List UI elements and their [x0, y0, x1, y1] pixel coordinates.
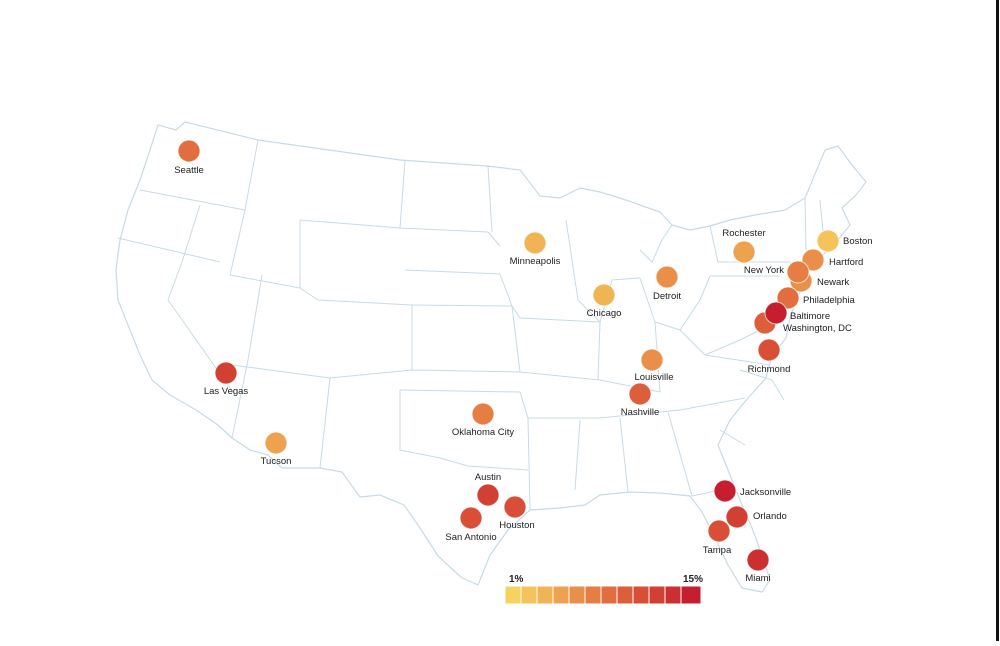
- city-marker[interactable]: Richmond: [748, 338, 791, 375]
- city-label: Detroit: [653, 291, 681, 302]
- legend-swatch: [520, 585, 538, 605]
- city-marker[interactable]: Houston: [499, 495, 535, 531]
- city-marker[interactable]: Hartford: [801, 248, 863, 272]
- city-marker[interactable]: Louisville: [634, 348, 674, 383]
- city-marker[interactable]: Jacksonville: [713, 479, 791, 503]
- city-marker[interactable]: Detroit: [653, 265, 681, 302]
- city-dot: [757, 338, 781, 362]
- city-label: Washington, DC: [783, 323, 852, 334]
- city-dot: [764, 301, 788, 325]
- city-dot: [264, 431, 288, 455]
- city-marker[interactable]: Seattle: [174, 139, 204, 176]
- city-label: Tucson: [261, 456, 292, 467]
- city-dot: [725, 505, 749, 529]
- city-label: Richmond: [748, 364, 791, 375]
- legend-swatch: [648, 585, 666, 605]
- state-borders: [117, 139, 825, 511]
- city-dot: [801, 248, 825, 272]
- legend-swatch: [616, 585, 634, 605]
- city-label: San Antonio: [445, 532, 496, 543]
- city-marker[interactable]: Orlando: [725, 505, 787, 529]
- city-marker[interactable]: Tampa: [703, 519, 732, 556]
- city-dot: [177, 139, 201, 163]
- city-marker[interactable]: New York: [744, 260, 810, 284]
- legend-swatch: [552, 585, 570, 605]
- city-label: Seattle: [174, 165, 204, 176]
- city-label: Jacksonville: [740, 487, 791, 498]
- city-dot: [628, 382, 652, 406]
- city-marker[interactable]: Boston: [816, 229, 873, 253]
- city-marker[interactable]: Las Vegas: [204, 361, 249, 397]
- city-label: Hartford: [829, 257, 863, 268]
- city-dot: [713, 479, 737, 503]
- legend-swatch: [536, 585, 554, 605]
- city-marker[interactable]: Austin: [475, 472, 501, 507]
- city-dot: [746, 548, 770, 572]
- legend-swatch: [664, 585, 682, 605]
- city-label: Miami: [745, 573, 770, 584]
- city-dot: [476, 483, 500, 507]
- city-marker[interactable]: Nashville: [621, 382, 660, 418]
- city-label: Oklahoma City: [452, 427, 515, 438]
- legend-max-label: 15%: [683, 574, 703, 585]
- city-marker[interactable]: Miami: [745, 548, 771, 584]
- city-dot: [459, 506, 483, 530]
- city-label: Houston: [499, 520, 534, 531]
- city-label: Philadelphia: [803, 295, 855, 306]
- city-label: Boston: [843, 236, 873, 247]
- legend-min-label: 1%: [509, 574, 524, 585]
- legend-swatch: [680, 585, 702, 605]
- city-label: New York: [744, 265, 784, 276]
- city-marker[interactable]: Minneapolis: [510, 231, 561, 267]
- city-label: Chicago: [587, 308, 622, 319]
- legend-swatch: [584, 585, 602, 605]
- legend-swatch: [568, 585, 586, 605]
- color-legend: 1% 15%: [504, 574, 703, 605]
- city-dot: [786, 260, 810, 284]
- city-label: Newark: [817, 277, 849, 288]
- legend-swatch: [504, 585, 522, 605]
- us-basemap: [115, 121, 867, 593]
- city-label: Orlando: [753, 511, 787, 522]
- city-dot: [214, 361, 238, 385]
- legend-swatches: [504, 585, 702, 605]
- city-dot: [655, 265, 679, 289]
- city-marker[interactable]: Oklahoma City: [452, 402, 515, 438]
- city-dot: [471, 402, 495, 426]
- city-dot: [640, 348, 664, 372]
- city-label: Baltimore: [790, 311, 830, 322]
- city-marker[interactable]: Philadelphia: [776, 286, 855, 310]
- legend-swatch: [600, 585, 618, 605]
- city-label: Louisville: [634, 372, 673, 383]
- city-markers: Seattle Las Vegas Tucson Oklahoma City A…: [174, 139, 873, 584]
- city-dot: [523, 231, 547, 255]
- city-dot: [776, 286, 800, 310]
- city-marker[interactable]: Baltimore: [764, 301, 830, 325]
- city-marker[interactable]: San Antonio: [445, 506, 497, 543]
- legend-swatch: [632, 585, 650, 605]
- right-edge-rule: [996, 0, 999, 641]
- city-dot: [707, 519, 731, 543]
- city-dot: [816, 229, 840, 253]
- city-marker[interactable]: Rochester: [722, 228, 766, 264]
- city-marker[interactable]: Tucson: [261, 431, 292, 467]
- city-label: Tampa: [703, 545, 732, 556]
- city-label: Nashville: [621, 407, 660, 418]
- city-label: Rochester: [722, 228, 765, 239]
- city-dot: [592, 283, 616, 307]
- city-marker[interactable]: Chicago: [587, 283, 622, 319]
- city-label: Austin: [475, 472, 501, 483]
- city-dot: [732, 240, 756, 264]
- city-label: Minneapolis: [510, 256, 561, 267]
- city-label: Las Vegas: [204, 386, 249, 397]
- city-dot: [503, 495, 527, 519]
